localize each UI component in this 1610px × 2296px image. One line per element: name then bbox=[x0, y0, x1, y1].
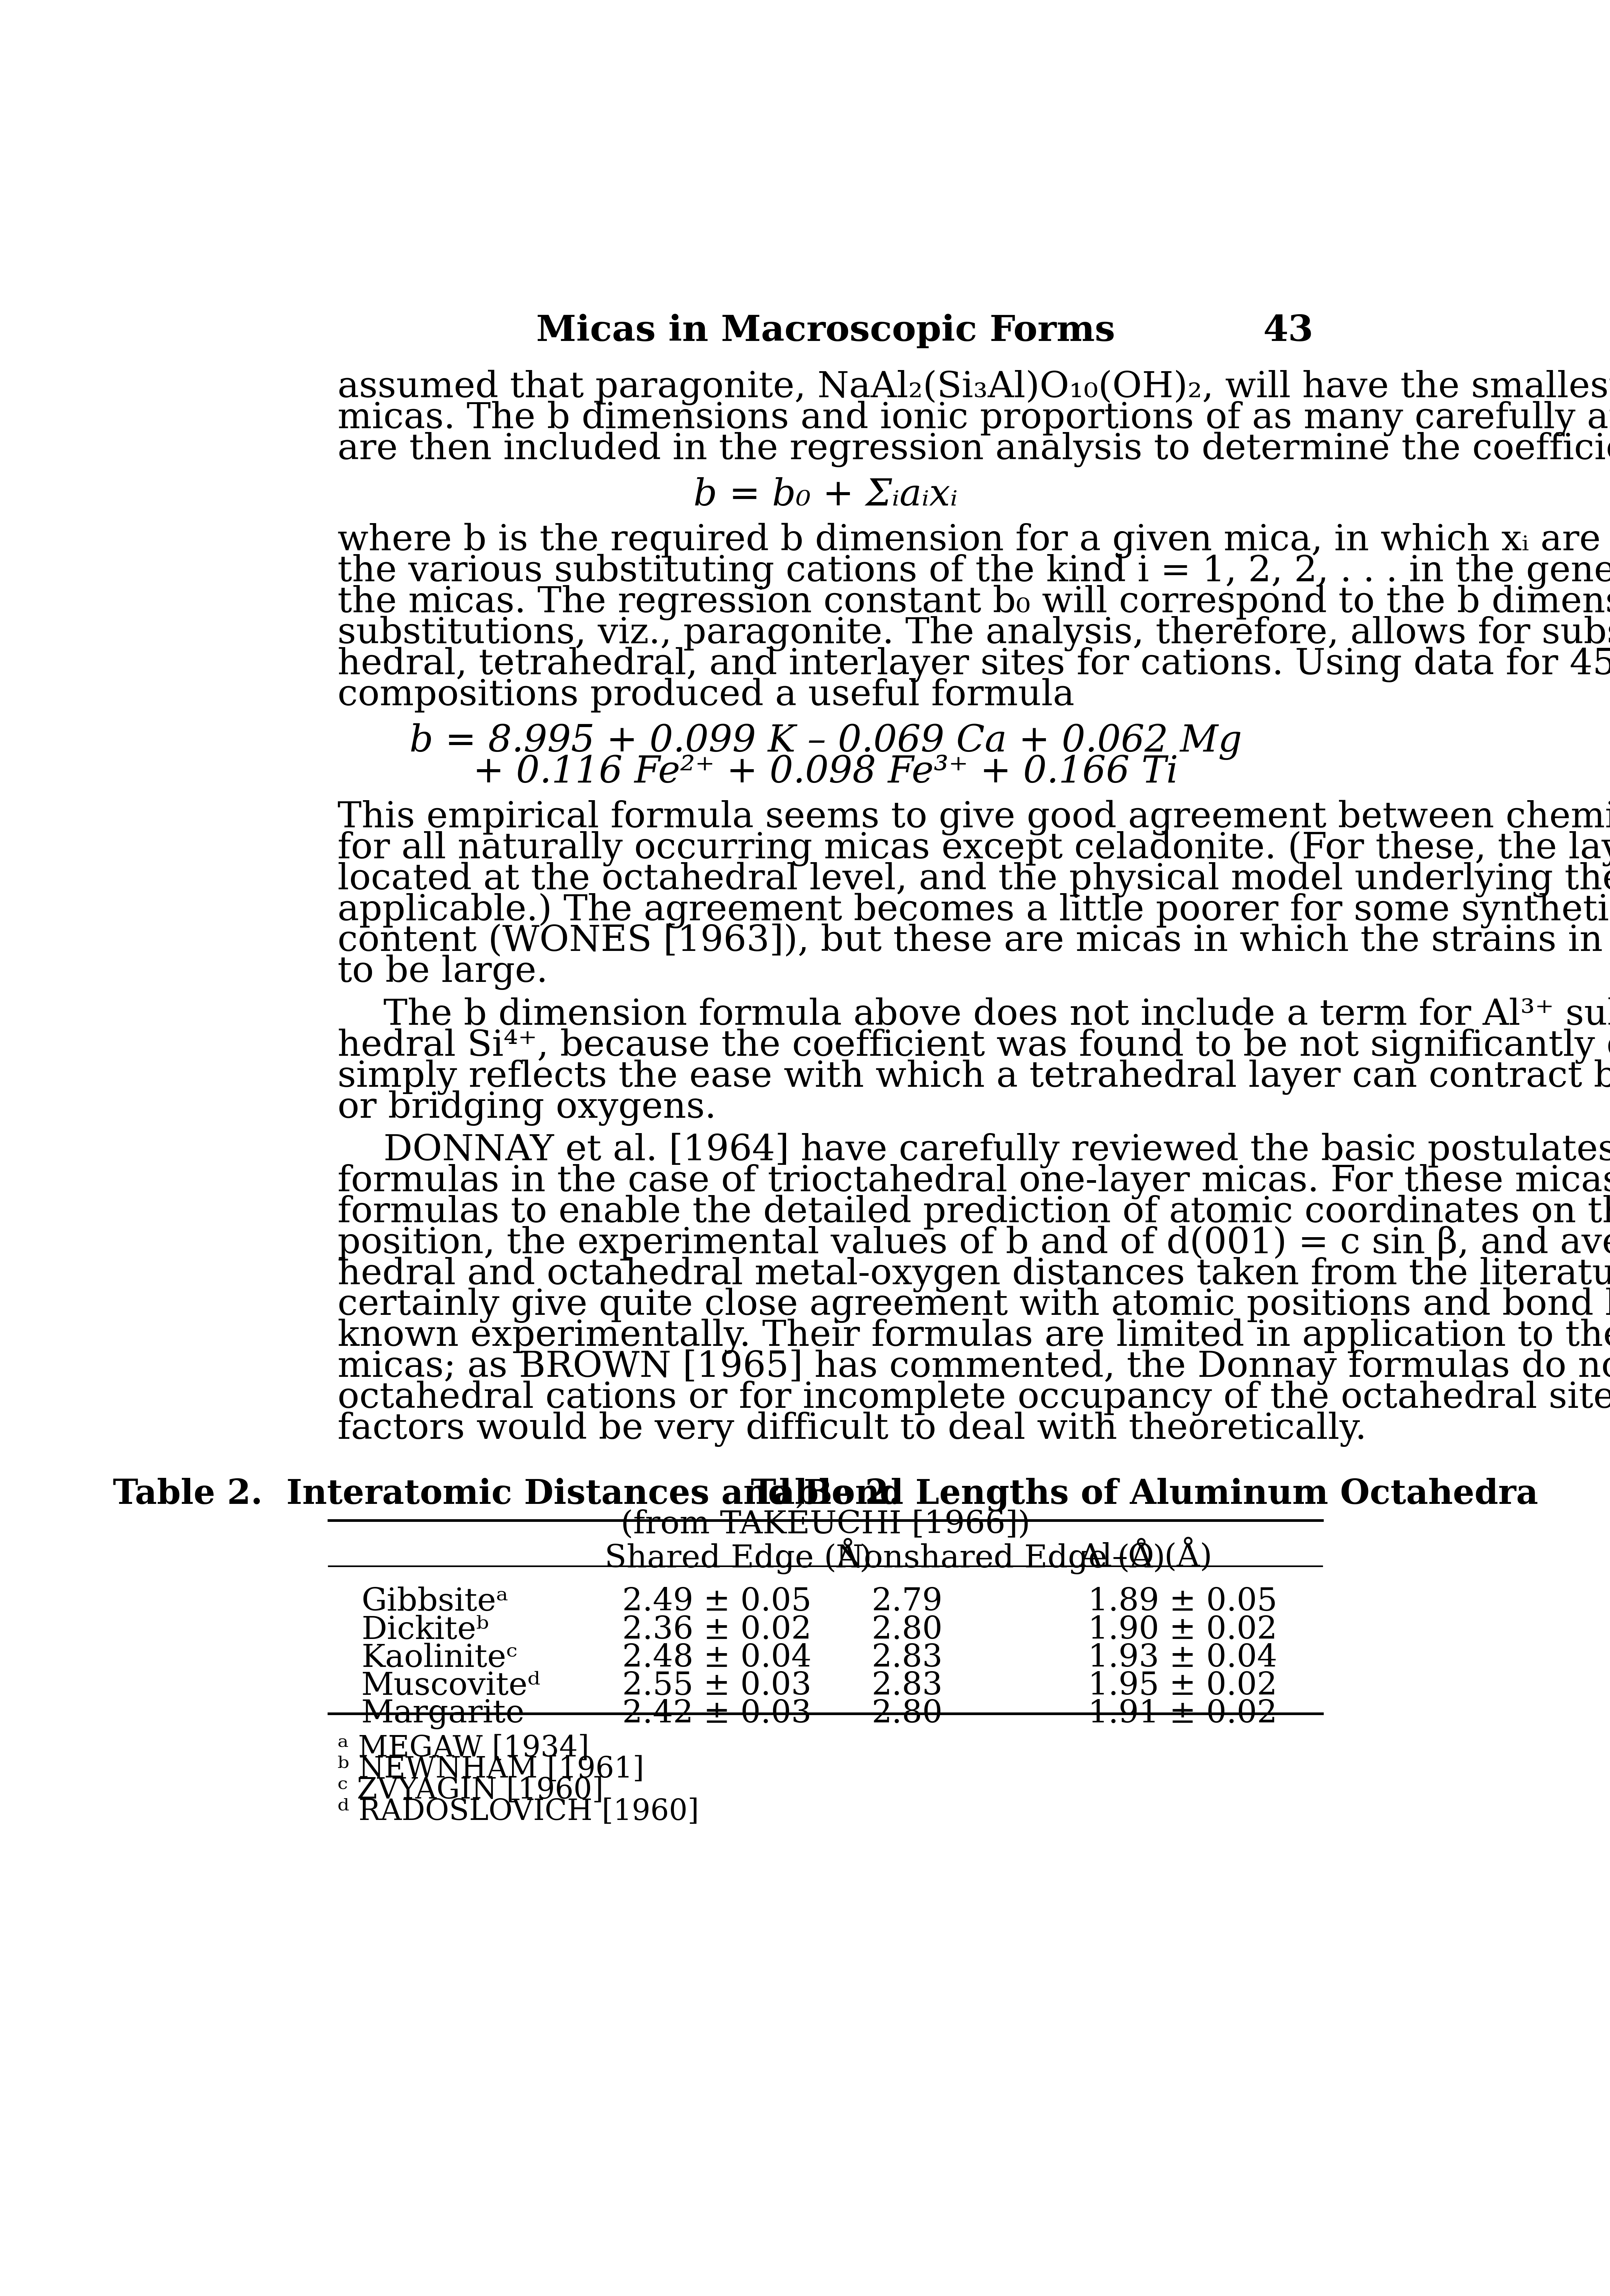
Text: ᵇ NEWNHAM [1961]: ᵇ NEWNHAM [1961] bbox=[338, 1754, 644, 1784]
Text: micas; as BROWN [1965] has commented, the Donnay formulas do not allow for order: micas; as BROWN [1965] has commented, th… bbox=[338, 1350, 1610, 1384]
Text: Margarite: Margarite bbox=[361, 1699, 525, 1729]
Text: compositions produced a useful formula: compositions produced a useful formula bbox=[338, 677, 1074, 712]
Text: formulas to enable the detailed prediction of atomic coordinates on the basis of: formulas to enable the detailed predicti… bbox=[338, 1194, 1610, 1228]
Text: 1.95 ± 0.02: 1.95 ± 0.02 bbox=[1088, 1671, 1277, 1701]
Text: b = 8.995 + 0.099 K – 0.069 Ca + 0.062 Mg: b = 8.995 + 0.099 K – 0.069 Ca + 0.062 M… bbox=[409, 723, 1241, 760]
Text: hedral, tetrahedral, and interlayer sites for cations. Using data for 45 micas o: hedral, tetrahedral, and interlayer site… bbox=[338, 647, 1610, 682]
Text: 43: 43 bbox=[1264, 315, 1314, 349]
Text: (from TAKÉUCHI [1966]): (from TAKÉUCHI [1966]) bbox=[621, 1506, 1030, 1541]
Text: or bridging oxygens.: or bridging oxygens. bbox=[338, 1091, 716, 1125]
Text: Kaoliniteᶜ: Kaoliniteᶜ bbox=[361, 1642, 517, 1674]
Text: Gibbsiteᵃ: Gibbsiteᵃ bbox=[361, 1587, 509, 1616]
Text: Shared Edge (Å): Shared Edge (Å) bbox=[605, 1538, 873, 1575]
Text: for all naturally occurring micas except celadonite. (For these, the layer charg: for all naturally occurring micas except… bbox=[338, 831, 1610, 866]
Text: applicable.) The agreement becomes a little poorer for some synthetic biotites o: applicable.) The agreement becomes a lit… bbox=[338, 893, 1610, 928]
Text: Muscoviteᵈ: Muscoviteᵈ bbox=[361, 1671, 541, 1701]
Text: content (WONES [1963]), but these are micas in which the strains in their struct: content (WONES [1963]), but these are mi… bbox=[338, 923, 1610, 957]
Text: ᵈ RADOSLOVICH [1960]: ᵈ RADOSLOVICH [1960] bbox=[338, 1798, 699, 1825]
Text: 2.36 ± 0.02: 2.36 ± 0.02 bbox=[623, 1614, 811, 1646]
Text: 2.79: 2.79 bbox=[871, 1587, 942, 1616]
Text: 1.91 ± 0.02: 1.91 ± 0.02 bbox=[1088, 1699, 1277, 1729]
Text: assumed that paragonite, NaAl₂(Si₃Al)O₁₀(OH)₂, will have the smallest b dimensio: assumed that paragonite, NaAl₂(Si₃Al)O₁₀… bbox=[338, 370, 1610, 404]
Text: 2.83: 2.83 bbox=[871, 1642, 943, 1674]
Text: are then included in the regression analysis to determine the coefficients “aᵢ” : are then included in the regression anal… bbox=[338, 432, 1610, 466]
Text: certainly give quite close agreement with atomic positions and bond lengths wher: certainly give quite close agreement wit… bbox=[338, 1288, 1610, 1322]
Text: The b dimension formula above does not include a term for Al³⁺ substituting for : The b dimension formula above does not i… bbox=[338, 996, 1610, 1033]
Text: Al–O (Å): Al–O (Å) bbox=[1079, 1538, 1212, 1573]
Text: + 0.116 Fe²⁺ + 0.098 Fe³⁺ + 0.166 Ti: + 0.116 Fe²⁺ + 0.098 Fe³⁺ + 0.166 Ti bbox=[473, 755, 1179, 790]
Text: 1.89 ± 0.05: 1.89 ± 0.05 bbox=[1088, 1587, 1277, 1616]
Text: Nonshared Edge (Å): Nonshared Edge (Å) bbox=[836, 1538, 1166, 1575]
Text: simply reflects the ease with which a tetrahedral layer can contract by articula: simply reflects the ease with which a te… bbox=[338, 1058, 1610, 1095]
Text: b = b₀ + Σᵢaᵢxᵢ: b = b₀ + Σᵢaᵢxᵢ bbox=[694, 478, 958, 514]
Text: 2.42 ± 0.03: 2.42 ± 0.03 bbox=[623, 1699, 811, 1729]
Text: 2.80: 2.80 bbox=[871, 1699, 942, 1729]
Text: This empirical formula seems to give good agreement between chemistry and cell d: This empirical formula seems to give goo… bbox=[338, 799, 1610, 836]
Text: the various substituting cations of the kind i = 1, 2, 2, . . . in the general s: the various substituting cations of the … bbox=[338, 553, 1610, 590]
Text: where b is the required b dimension for a given mica, in which xᵢ are the ionic : where b is the required b dimension for … bbox=[338, 523, 1610, 558]
Text: 2.83: 2.83 bbox=[871, 1671, 943, 1701]
Text: Table 2.: Table 2. bbox=[750, 1479, 900, 1511]
Text: 1.90 ± 0.02: 1.90 ± 0.02 bbox=[1088, 1614, 1277, 1646]
Text: located at the octahedral level, and the physical model underlying the regressio: located at the octahedral level, and the… bbox=[338, 861, 1610, 898]
Text: hedral Si⁴⁺, because the coefficient was found to be not significantly different: hedral Si⁴⁺, because the coefficient was… bbox=[338, 1029, 1610, 1063]
Text: 2.55 ± 0.03: 2.55 ± 0.03 bbox=[623, 1671, 811, 1701]
Text: to be large.: to be large. bbox=[338, 955, 547, 990]
Text: 2.49 ± 0.05: 2.49 ± 0.05 bbox=[623, 1587, 811, 1616]
Text: hedral and octahedral metal-oxygen distances taken from the literature. Their pr: hedral and octahedral metal-oxygen dista… bbox=[338, 1256, 1610, 1293]
Text: micas. The b dimensions and ionic proportions of as many carefully analyzed mica: micas. The b dimensions and ionic propor… bbox=[338, 402, 1610, 436]
Text: 1.93 ± 0.04: 1.93 ± 0.04 bbox=[1088, 1642, 1277, 1674]
Text: Table 2.  Interatomic Distances and Bond Lengths of Aluminum Octahedra: Table 2. Interatomic Distances and Bond … bbox=[113, 1479, 1538, 1511]
Text: Dickiteᵇ: Dickiteᵇ bbox=[361, 1614, 489, 1646]
Text: octahedral cations or for incomplete occupancy of the octahedral sites, partly b: octahedral cations or for incomplete occ… bbox=[338, 1380, 1610, 1417]
Text: substitutions, viz., paragonite. The analysis, therefore, allows for substitutio: substitutions, viz., paragonite. The ana… bbox=[338, 615, 1610, 652]
Text: 2.48 ± 0.04: 2.48 ± 0.04 bbox=[623, 1642, 811, 1674]
Text: ᵃ MEGAW [1934]: ᵃ MEGAW [1934] bbox=[338, 1733, 589, 1763]
Text: ᶜ ZVYAGIN [1960]: ᶜ ZVYAGIN [1960] bbox=[338, 1777, 604, 1805]
Text: factors would be very difficult to deal with theoretically.: factors would be very difficult to deal … bbox=[338, 1412, 1367, 1446]
Text: position, the experimental values of b and of d(001) = c sin β, and average valu: position, the experimental values of b a… bbox=[338, 1226, 1610, 1261]
Text: the micas. The regression constant b₀ will correspond to the b dimensions for a : the micas. The regression constant b₀ wi… bbox=[338, 585, 1610, 620]
Text: 2.80: 2.80 bbox=[871, 1614, 942, 1646]
Text: DONNAY et al. [1964] have carefully reviewed the basic postulates for cell-dimen: DONNAY et al. [1964] have carefully revi… bbox=[338, 1132, 1610, 1169]
Text: formulas in the case of trioctahedral one-layer micas. For these micas, Donnay e: formulas in the case of trioctahedral on… bbox=[338, 1164, 1610, 1199]
Text: known experimentally. Their formulas are limited in application to the one-layer: known experimentally. Their formulas are… bbox=[338, 1318, 1610, 1355]
Text: Micas in Macroscopic Forms: Micas in Macroscopic Forms bbox=[536, 315, 1116, 349]
